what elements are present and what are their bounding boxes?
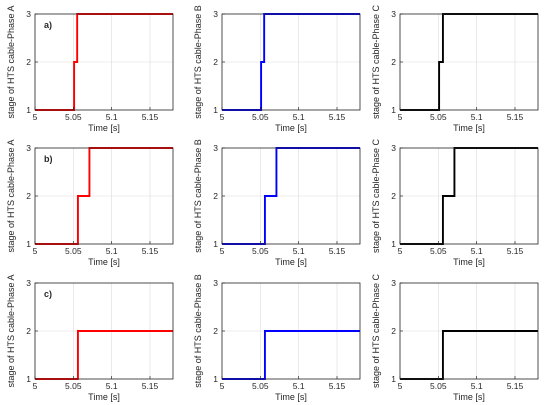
y-tick-label: 1 <box>26 105 31 115</box>
x-axis-label: Time [s] <box>88 123 120 133</box>
chart-panel: 5 5.05 5.1 5.15 1 2 3 Time [s] stage of HTS cabl… <box>6 274 174 402</box>
y-tick-label: 3 <box>26 278 31 288</box>
y-tick-label: 2 <box>213 191 218 201</box>
x-tick-label: 5.15 <box>142 246 159 256</box>
panel-label: c) <box>44 289 52 299</box>
x-tick-label: 5.05 <box>65 112 82 122</box>
y-tick-label: 1 <box>391 374 396 384</box>
chart-panel: 5 5.05 5.1 5.15 1 2 3 Time [s] stage of HTS cabl… <box>371 273 539 402</box>
x-axis-label: Time [s] <box>275 257 307 267</box>
y-axis-label: stage of HTS cable-Phase A <box>6 274 16 387</box>
x-axis-label: Time [s] <box>88 257 120 267</box>
y-tick-label: 1 <box>26 374 31 384</box>
x-tick-label: 5.15 <box>329 112 346 122</box>
x-tick-label: 5.15 <box>142 112 159 122</box>
y-tick-label: 3 <box>213 9 218 19</box>
y-axis-label: stage of HTS cable-Phase A <box>6 5 16 118</box>
x-tick-label: 5.1 <box>106 381 118 391</box>
y-axis-label: stage of HTS cable-Phase A <box>6 139 16 252</box>
chart-panel: 5 5.05 5.1 5.15 1 2 3 Time [s] stage of HTS cabl… <box>193 139 361 267</box>
y-tick-label: 3 <box>26 9 31 19</box>
x-axis-label: Time [s] <box>453 123 485 133</box>
x-axis-label: Time [s] <box>453 392 485 402</box>
x-axis-label: Time [s] <box>275 392 307 402</box>
x-tick-label: 5.1 <box>106 112 118 122</box>
chart-panel: 5 5.05 5.1 5.15 1 2 3 Time [s] stage of HTS cabl… <box>193 274 361 402</box>
y-tick-label: 1 <box>391 105 396 115</box>
x-tick-label: 5.1 <box>293 246 305 256</box>
y-axis-label: stage of HTS cable-Phase B <box>193 274 203 388</box>
x-tick-label: 5.05 <box>430 246 447 256</box>
y-tick-label: 2 <box>213 326 218 336</box>
y-tick-label: 2 <box>26 57 31 67</box>
x-tick-label: 5.05 <box>252 246 269 256</box>
y-tick-label: 2 <box>391 191 396 201</box>
y-axis-label: stage of HTS cable-Phase B <box>193 5 203 119</box>
chart-panel: 5 5.05 5.1 5.15 1 2 3 Time [s] stage of HTS cabl… <box>6 5 174 133</box>
y-tick-label: 3 <box>391 143 396 153</box>
y-tick-label: 1 <box>213 239 218 249</box>
y-tick-label: 2 <box>391 326 396 336</box>
x-tick-label: 5 <box>33 112 38 122</box>
x-tick-label: 5.15 <box>329 246 346 256</box>
y-tick-label: 2 <box>213 57 218 67</box>
x-tick-label: 5 <box>398 381 403 391</box>
x-tick-label: 5 <box>33 246 38 256</box>
x-tick-label: 5.1 <box>106 246 118 256</box>
x-tick-label: 5.15 <box>142 381 159 391</box>
y-tick-label: 3 <box>391 278 396 288</box>
x-tick-label: 5 <box>398 246 403 256</box>
y-tick-label: 1 <box>213 105 218 115</box>
x-tick-label: 5 <box>220 246 225 256</box>
y-tick-label: 1 <box>213 374 218 384</box>
x-tick-label: 5 <box>398 112 403 122</box>
y-tick-label: 1 <box>391 239 396 249</box>
x-tick-label: 5.15 <box>329 381 346 391</box>
x-axis-label: Time [s] <box>453 257 485 267</box>
y-tick-label: 2 <box>26 326 31 336</box>
y-axis-label: stage of HTS cable-Phase C <box>371 138 381 253</box>
x-tick-label: 5.05 <box>430 112 447 122</box>
x-tick-label: 5.1 <box>293 112 305 122</box>
y-tick-label: 1 <box>26 239 31 249</box>
x-tick-label: 5.05 <box>65 246 82 256</box>
y-tick-label: 3 <box>213 143 218 153</box>
x-tick-label: 5.05 <box>65 381 82 391</box>
y-axis-label: stage of HTS cable-Phase C <box>371 4 381 119</box>
x-tick-label: 5.05 <box>430 381 447 391</box>
x-tick-label: 5.15 <box>507 246 524 256</box>
x-axis-label: Time [s] <box>88 392 120 402</box>
x-tick-label: 5.15 <box>507 112 524 122</box>
x-tick-label: 5 <box>220 112 225 122</box>
y-axis-label: stage of HTS cable-Phase B <box>193 139 203 253</box>
y-tick-label: 3 <box>213 278 218 288</box>
chart-panel: 5 5.05 5.1 5.15 1 2 3 Time [s] stage of HTS cabl… <box>371 4 539 133</box>
x-tick-label: 5.1 <box>471 381 483 391</box>
chart-panel: 5 5.05 5.1 5.15 1 2 3 Time [s] stage of HTS cabl… <box>193 5 361 133</box>
y-axis-label: stage of HTS cable-Phase C <box>371 273 381 388</box>
x-axis-label: Time [s] <box>275 123 307 133</box>
panel-label: a) <box>44 20 52 30</box>
x-tick-label: 5.15 <box>507 381 524 391</box>
y-tick-label: 3 <box>26 143 31 153</box>
x-tick-label: 5.1 <box>471 112 483 122</box>
x-tick-label: 5.05 <box>252 112 269 122</box>
y-tick-label: 3 <box>391 9 396 19</box>
x-tick-label: 5 <box>220 381 225 391</box>
y-tick-label: 2 <box>391 57 396 67</box>
x-tick-label: 5.05 <box>252 381 269 391</box>
x-tick-label: 5.1 <box>293 381 305 391</box>
chart-panel: 5 5.05 5.1 5.15 1 2 3 Time [s] stage of HTS cabl… <box>6 139 174 267</box>
chart-panel: 5 5.05 5.1 5.15 1 2 3 Time [s] stage of HTS cabl… <box>371 138 539 267</box>
y-tick-label: 2 <box>26 191 31 201</box>
x-tick-label: 5.1 <box>471 246 483 256</box>
x-tick-label: 5 <box>33 381 38 391</box>
panel-label: b) <box>44 154 53 164</box>
